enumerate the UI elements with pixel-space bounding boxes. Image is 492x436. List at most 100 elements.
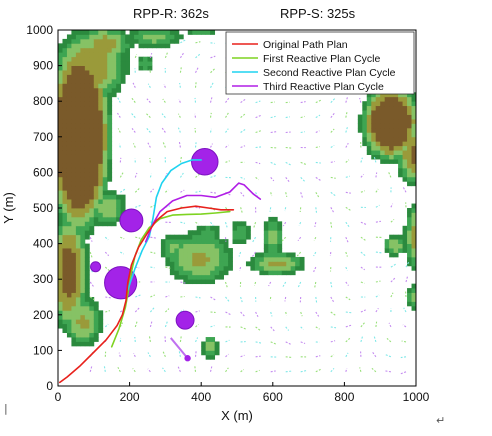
terrain-cell: [183, 261, 189, 267]
terrain-cell: [71, 194, 77, 200]
terrain-cell: [371, 105, 377, 111]
terrain-cell: [380, 96, 386, 102]
terrain-cell: [201, 345, 207, 351]
terrain-cell: [411, 305, 417, 311]
current-vector: [313, 266, 317, 273]
terrain-cell: [380, 92, 386, 98]
terrain-cell: [80, 337, 86, 342]
terrain-cell: [84, 221, 90, 227]
terrain-cell: [66, 274, 72, 280]
current-vector: [371, 367, 377, 373]
terrain-cell: [89, 34, 95, 40]
current-vector: [240, 176, 245, 180]
current-vector: [134, 54, 138, 58]
current-vector: [161, 127, 166, 133]
current-vector: [104, 266, 110, 272]
terrain-cell: [187, 256, 193, 262]
terrain-cell: [84, 252, 90, 258]
terrain-cell: [84, 141, 90, 147]
current-vector: [164, 321, 168, 328]
terrain-cell: [80, 154, 86, 160]
terrain-cell: [380, 141, 386, 147]
terrain-cell: [107, 83, 113, 89]
current-vector: [240, 113, 246, 119]
terrain-cell: [398, 167, 403, 173]
terrain-cell: [371, 141, 377, 147]
terrain-cell: [393, 127, 399, 133]
terrain-cell: [366, 123, 372, 129]
terrain-cell: [71, 203, 77, 209]
terrain-cell: [75, 78, 81, 84]
terrain-cell: [98, 127, 104, 133]
terrain-cell: [75, 145, 81, 151]
terrain-cell: [232, 234, 238, 240]
terrain-cell: [165, 261, 171, 267]
current-vector: [270, 192, 273, 197]
terrain-cell: [102, 212, 108, 218]
terrain-cell: [402, 119, 408, 124]
current-vector: [345, 221, 350, 228]
terrain-cell: [89, 145, 95, 151]
terrain-cell: [411, 297, 417, 302]
current-vector: [178, 141, 181, 148]
terrain-cell: [62, 172, 68, 178]
terrain-cell: [107, 101, 113, 107]
current-vector: [225, 367, 229, 373]
terrain-cell: [169, 234, 175, 240]
series-line-1: [58, 205, 235, 384]
terrain-cell: [71, 256, 77, 262]
terrain-cell: [75, 234, 81, 240]
terrain-cell: [107, 74, 113, 80]
terrain-cell: [98, 199, 104, 204]
terrain-cell: [156, 38, 162, 44]
terrain-cell: [129, 43, 135, 49]
terrain-cell: [107, 87, 113, 93]
current-vector: [300, 115, 305, 119]
terrain-cell: [84, 47, 90, 53]
terrain-cell: [62, 101, 68, 107]
terrain-cell: [107, 154, 113, 160]
terrain-cell: [102, 185, 108, 191]
terrain-cell: [66, 47, 72, 53]
terrain-cell: [411, 127, 417, 133]
current-vector: [360, 309, 366, 313]
terrain-cell: [66, 292, 72, 298]
terrain-cell: [84, 319, 90, 325]
terrain-cell: [205, 274, 211, 280]
terrain-cell: [169, 239, 175, 244]
terrain-cell: [98, 30, 104, 35]
terrain-cell: [75, 279, 81, 285]
terrain-cell: [71, 337, 77, 342]
terrain-cell: [277, 261, 283, 267]
terrain-cell: [205, 252, 211, 258]
terrain-cell: [411, 248, 417, 253]
terrain-cell: [75, 288, 81, 293]
terrain-cell: [71, 208, 77, 213]
terrain-cell: [250, 261, 256, 267]
terrain-cell: [84, 65, 90, 71]
terrain-cell: [192, 274, 198, 280]
current-vector: [210, 143, 213, 148]
terrain-cell: [62, 234, 68, 240]
terrain-cell: [120, 199, 126, 204]
x-tick-label: 1000: [403, 390, 430, 404]
terrain-cell: [58, 132, 63, 138]
terrain-cell: [84, 56, 90, 62]
terrain-cell: [398, 119, 403, 124]
terrain-cell: [111, 221, 117, 227]
current-vector: [240, 311, 245, 317]
terrain-cell: [98, 96, 104, 102]
current-vector: [400, 356, 407, 359]
current-vector: [300, 177, 306, 182]
current-vector: [195, 173, 201, 178]
current-vector: [388, 172, 392, 178]
current-vector: [315, 355, 321, 358]
terrain-cell: [192, 30, 198, 35]
terrain-cell: [93, 310, 99, 316]
terrain-cell: [174, 239, 180, 244]
terrain-cell: [80, 212, 86, 218]
terrain-cell: [98, 105, 104, 111]
terrain-cell: [107, 150, 113, 155]
terrain-cell: [58, 261, 63, 267]
terrain-cell: [111, 47, 117, 53]
